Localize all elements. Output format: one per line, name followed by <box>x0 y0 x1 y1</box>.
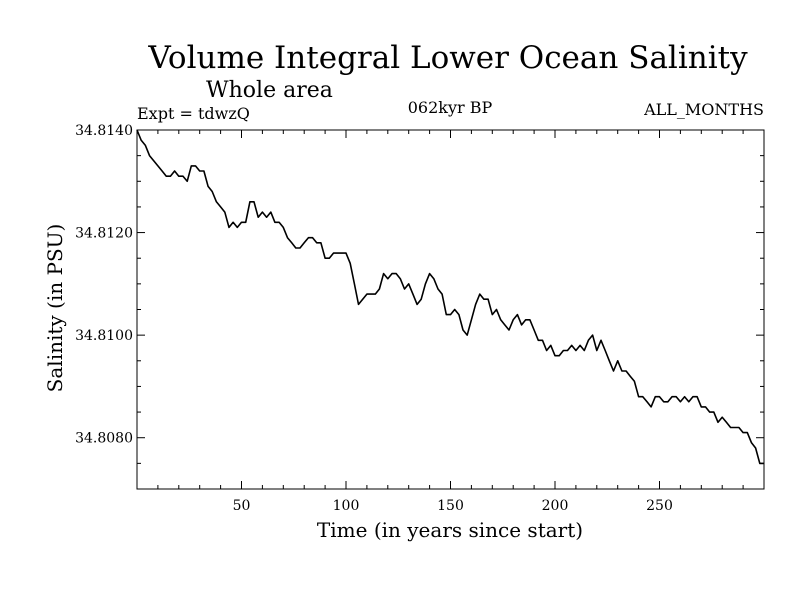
x-axis-label: Time (in years since start) <box>316 518 584 542</box>
x-tick-label: 50 <box>233 498 251 514</box>
x-tick-label: 200 <box>542 498 569 514</box>
y-tick-label: 34.8120 <box>75 226 133 242</box>
chart-subtitle: Whole area <box>206 78 333 103</box>
x-tick-label: 100 <box>333 498 360 514</box>
x-tick-label: 150 <box>437 498 464 514</box>
y-tick-label: 34.8080 <box>75 431 133 447</box>
months-annotation: ALL_MONTHS <box>644 100 764 119</box>
experiment-annotation: Expt = tdwzQ <box>137 104 250 123</box>
period-annotation: 062kyr BP <box>407 98 493 117</box>
chart-title: Volume Integral Lower Ocean Salinity <box>148 40 748 76</box>
y-tick-label: 34.8140 <box>75 123 133 139</box>
salinity-series-line <box>136 129 764 465</box>
x-tick-label: 250 <box>646 498 673 514</box>
y-tick-label: 34.8100 <box>75 328 133 344</box>
plot-frame <box>136 129 765 490</box>
